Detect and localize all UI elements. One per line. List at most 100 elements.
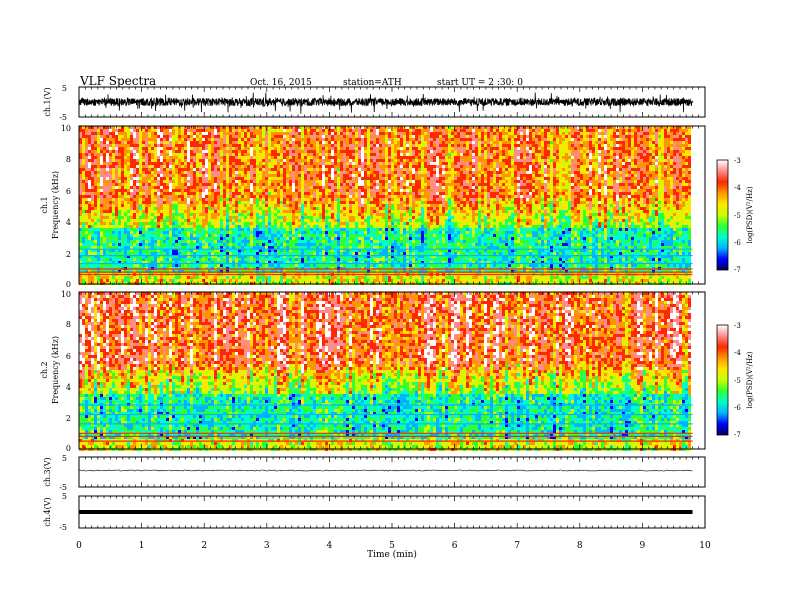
- spectrogram-cell: [112, 228, 115, 231]
- spectrogram-cell: [85, 261, 88, 264]
- spectrogram-cell: [328, 177, 331, 180]
- spectrogram-cell: [190, 189, 193, 192]
- spectrogram-cell: [175, 243, 178, 246]
- spectrogram-cell: [148, 237, 151, 240]
- spectrogram-cell: [322, 144, 325, 147]
- spectrogram-cell: [124, 129, 127, 132]
- spectrogram-cell: [181, 213, 184, 216]
- spectrogram-cell: [244, 216, 247, 219]
- spectrogram-cell: [211, 252, 214, 255]
- spectrogram-cell: [322, 198, 325, 201]
- spectrogram-cell: [130, 180, 133, 183]
- spectrogram-cell: [277, 261, 280, 264]
- spectrogram-cell: [247, 189, 250, 192]
- spectrogram-cell: [112, 252, 115, 255]
- spectrogram-cell: [277, 264, 280, 267]
- spectrogram-cell: [115, 198, 118, 201]
- spectrogram-cell: [163, 180, 166, 183]
- spectrogram-cell: [244, 141, 247, 144]
- spectrogram-cell: [97, 234, 100, 237]
- spectrogram-cell: [250, 261, 253, 264]
- spectrogram-cell: [139, 249, 142, 252]
- spectrogram-cell: [145, 228, 148, 231]
- spectrogram-cell: [241, 174, 244, 177]
- spectrogram-cell: [331, 174, 334, 177]
- spectrogram-cell: [106, 165, 109, 168]
- spectrogram-cell: [121, 132, 124, 135]
- spectrogram-cell: [343, 180, 346, 183]
- spectrogram-cell: [85, 132, 88, 135]
- spectrogram-cell: [238, 249, 241, 252]
- spectrogram-cell: [217, 129, 220, 132]
- spectrogram-cell: [130, 159, 133, 162]
- spectrogram-cell: [220, 141, 223, 144]
- spectrogram-cell: [295, 183, 298, 186]
- spectrogram-cell: [241, 168, 244, 171]
- spectrogram-cell: [172, 129, 175, 132]
- spectrogram-cell: [184, 255, 187, 258]
- spectrogram-cell: [118, 171, 121, 174]
- spectrogram-cell: [238, 162, 241, 165]
- spectrogram-cell: [118, 225, 121, 228]
- spectrogram-cell: [358, 264, 361, 267]
- spectrogram-cell: [337, 213, 340, 216]
- spectrogram-cell: [130, 135, 133, 138]
- spectrogram-cell: [235, 279, 238, 282]
- spectrogram-cell: [178, 198, 181, 201]
- spectrogram-cell: [112, 159, 115, 162]
- spectrogram-cell: [340, 150, 343, 153]
- spectrogram-cell: [307, 198, 310, 201]
- spectrogram-cell: [355, 210, 358, 213]
- spectrogram-cell: [250, 264, 253, 267]
- spectrogram-cell: [292, 162, 295, 165]
- spectrogram-cell: [169, 219, 172, 222]
- spectrogram-cell: [235, 186, 238, 189]
- spectrogram-cell: [181, 183, 184, 186]
- spectrogram-cell: [301, 231, 304, 234]
- spectrogram-cell: [220, 243, 223, 246]
- spectrogram-cell: [349, 153, 352, 156]
- spectrogram-cell: [100, 243, 103, 246]
- spectrogram-cell: [238, 126, 241, 129]
- spectrogram-cell: [352, 276, 355, 279]
- spectrogram-cell: [349, 234, 352, 237]
- spectrogram-cell: [265, 186, 268, 189]
- spectrogram-cell: [352, 186, 355, 189]
- spectrogram-cell: [319, 246, 322, 249]
- spectrogram-cell: [268, 231, 271, 234]
- spectrogram-cell: [322, 135, 325, 138]
- spectrogram-cell: [322, 219, 325, 222]
- spectrogram-cell: [109, 159, 112, 162]
- spectrogram-cell: [115, 279, 118, 282]
- spectrogram-cell: [346, 225, 349, 228]
- spectrogram-cell: [151, 255, 154, 258]
- spectrogram-cell: [352, 159, 355, 162]
- spectrogram-cell: [220, 156, 223, 159]
- spectrogram-cell: [211, 207, 214, 210]
- spectrogram-cell: [148, 135, 151, 138]
- spectrogram-cell: [211, 279, 214, 282]
- spectrogram-cell: [178, 204, 181, 207]
- spectrogram-cell: [109, 150, 112, 153]
- spectrogram-cell: [217, 261, 220, 264]
- spectrogram-cell: [97, 216, 100, 219]
- spectrogram-cell: [151, 150, 154, 153]
- spectrogram-cell: [316, 225, 319, 228]
- spectrogram-cell: [145, 279, 148, 282]
- spectrogram-cell: [337, 261, 340, 264]
- spectrogram-cell: [331, 201, 334, 204]
- spectrogram-cell: [316, 201, 319, 204]
- spectrogram-cell: [118, 237, 121, 240]
- spectrogram-cell: [145, 189, 148, 192]
- spectrogram-cell: [328, 132, 331, 135]
- spectrogram-cell: [286, 132, 289, 135]
- spectrogram-cell: [244, 180, 247, 183]
- spectrogram-cell: [265, 234, 268, 237]
- spectrogram-cell: [202, 216, 205, 219]
- spectrogram-cell: [220, 213, 223, 216]
- spectrogram-cell: [118, 189, 121, 192]
- spectrogram-cell: [253, 201, 256, 204]
- spectrogram-cell: [175, 189, 178, 192]
- spectrogram-cell: [199, 192, 202, 195]
- spectrogram-cell: [313, 189, 316, 192]
